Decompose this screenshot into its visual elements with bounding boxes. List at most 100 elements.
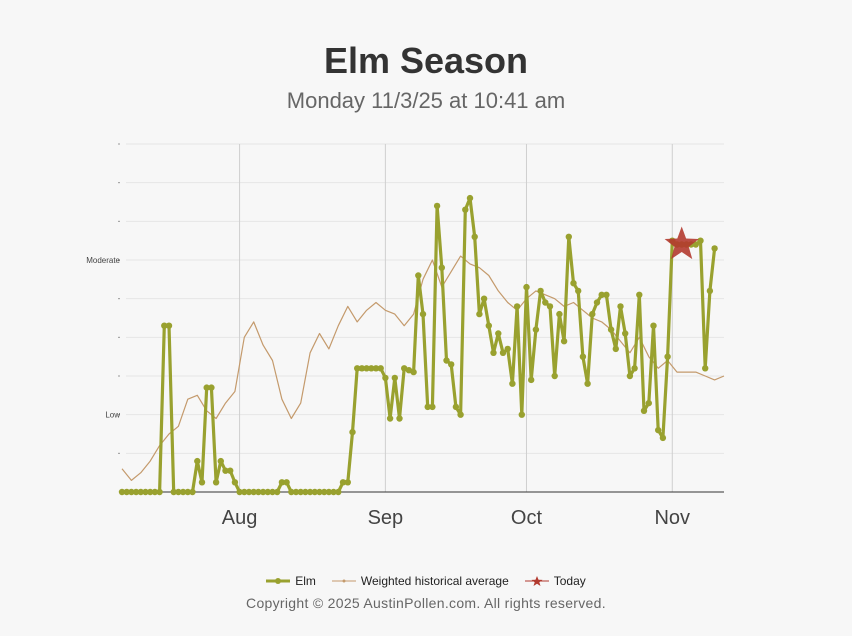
elm-point	[311, 488, 318, 496]
elm-point	[203, 384, 210, 391]
elm-point	[147, 488, 154, 496]
elm-point	[523, 283, 530, 291]
elm-point	[429, 403, 436, 411]
elm-point	[189, 488, 196, 496]
elm-point	[589, 310, 596, 318]
elm-point	[142, 488, 149, 496]
elm-point	[259, 488, 267, 496]
elm-point	[354, 365, 361, 372]
elm-point	[236, 488, 243, 496]
elm-point	[208, 384, 215, 391]
elm-point	[655, 426, 662, 434]
elm-line	[122, 196, 717, 494]
elm-point	[184, 488, 191, 496]
elm-point	[321, 488, 328, 496]
elm-point	[612, 345, 619, 353]
elm-point	[368, 365, 375, 372]
elm-point	[537, 287, 544, 295]
elm-point	[382, 374, 389, 382]
elm-point	[386, 415, 394, 422]
elm-point	[170, 488, 177, 496]
elm-point	[288, 488, 295, 496]
elm-point	[396, 415, 403, 422]
y-axis-label: Low	[105, 411, 120, 420]
elm-point	[528, 376, 535, 384]
legend: Elm Weighted historical average Today	[0, 574, 852, 588]
elm-point	[269, 488, 276, 496]
elm-point	[302, 488, 309, 496]
elm-point	[118, 488, 126, 496]
elm-point	[165, 322, 173, 329]
elm-point	[532, 326, 540, 333]
elm-point	[175, 488, 182, 496]
elm-point	[156, 488, 163, 496]
elm-point	[278, 479, 286, 486]
elm-point	[560, 338, 568, 345]
x-axis-label: Oct	[511, 507, 543, 529]
elm-point	[372, 365, 380, 372]
elm-point	[664, 353, 671, 360]
average-line	[121, 255, 725, 481]
elm-point	[490, 349, 497, 356]
elm-point	[424, 403, 431, 411]
elm-chart: Low Moderate Aug Sep Oct Nov	[86, 143, 725, 529]
elm-point	[137, 488, 144, 496]
elm-point	[363, 365, 370, 372]
elm-point	[579, 353, 587, 360]
legend-label-average: Weighted historical average	[360, 574, 509, 588]
elm-point	[377, 365, 384, 372]
elm-point	[438, 264, 445, 271]
elm-point	[358, 365, 366, 372]
elm-point	[433, 202, 441, 210]
elm-point	[518, 411, 525, 418]
elm-point	[443, 357, 450, 364]
elm-point	[542, 299, 549, 306]
elm-point	[485, 322, 492, 329]
elm-point	[631, 365, 638, 372]
elm-point	[452, 403, 460, 411]
elm-point	[274, 488, 281, 496]
elm-point	[692, 241, 699, 248]
elm-point	[551, 372, 558, 380]
elm-point	[448, 361, 455, 368]
elm-point	[292, 488, 300, 496]
elm-point	[702, 365, 709, 372]
elm-point	[222, 467, 229, 474]
elm-point	[179, 488, 187, 496]
elm-point	[316, 488, 323, 496]
elm-point	[231, 479, 239, 486]
elm-point	[462, 206, 469, 213]
elm-point	[457, 411, 464, 418]
legend-item-elm[interactable]: Elm	[266, 574, 316, 588]
elm-point	[546, 303, 554, 310]
elm-point	[584, 380, 591, 387]
x-axis-label: Aug	[222, 507, 258, 529]
elm-point	[217, 457, 224, 465]
elm-point	[570, 280, 577, 287]
legend-item-average[interactable]: Weighted historical average	[331, 574, 509, 588]
elm-point	[419, 310, 427, 318]
legend-label-elm: Elm	[295, 574, 316, 588]
elm-point	[123, 488, 130, 496]
elm-point	[645, 399, 652, 407]
elm-point	[575, 287, 582, 295]
elm-point	[509, 380, 516, 387]
average-legend-icon	[331, 579, 356, 583]
elm-point	[593, 299, 601, 306]
elm-point	[622, 330, 629, 337]
legend-item-today[interactable]: Today	[524, 574, 586, 588]
elm-point	[659, 434, 667, 442]
elm-point	[245, 488, 253, 496]
y-axis-label: Moderate	[86, 256, 120, 265]
elm-point	[161, 322, 168, 329]
elm-point	[264, 488, 271, 496]
elm-point	[626, 372, 634, 380]
elm-point	[504, 345, 511, 353]
elm-point	[151, 488, 159, 496]
chart-subtitle: Monday 11/3/25 at 10:41 am	[286, 88, 566, 113]
elm-point	[349, 428, 356, 436]
elm-point	[283, 479, 290, 486]
elm-point	[330, 488, 337, 496]
legend-label-today: Today	[553, 574, 586, 588]
elm-point	[297, 488, 304, 496]
